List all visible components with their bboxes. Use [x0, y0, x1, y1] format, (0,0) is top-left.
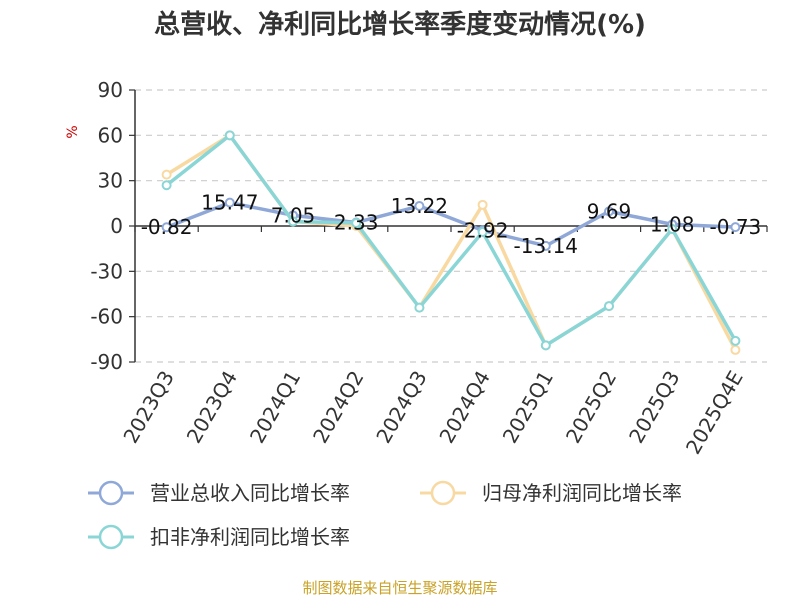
- y-tick-label: -30: [90, 259, 123, 283]
- data-label: 13.22: [391, 194, 448, 218]
- legend-marker: [98, 524, 124, 550]
- legend-item[interactable]: 营业总收入同比增长率: [88, 480, 350, 506]
- data-point: [161, 222, 172, 233]
- y-axis-unit: %: [65, 125, 81, 138]
- data-label: -0.82: [141, 215, 193, 239]
- legend-marker: [98, 480, 124, 506]
- data-labels: -0.82 15.47 7.05 2.33 13.22 -2.92-13.14 9.69 1.…: [141, 191, 762, 258]
- x-tick-label: 2025Q4E: [681, 367, 748, 459]
- legend-label: 营业总收入同比增长率: [150, 481, 350, 505]
- x-tick-label: 2024Q4: [434, 367, 494, 448]
- y-tick-label: -90: [90, 350, 123, 374]
- y-tick-label: 0: [110, 214, 123, 238]
- data-point: [730, 335, 741, 346]
- data-point: [161, 180, 172, 191]
- data-point: [477, 199, 488, 210]
- source-note: 制图数据来自恒生聚源数据库: [302, 579, 497, 597]
- legend-marker: [430, 480, 456, 506]
- data-point: [288, 216, 298, 227]
- data-label: 9.69: [587, 199, 632, 223]
- data-point: [730, 222, 741, 233]
- data-point: [224, 130, 235, 141]
- data-label: -13.14: [514, 234, 578, 258]
- x-tick-label: 2024Q2: [308, 367, 368, 448]
- data-point: [667, 224, 678, 235]
- chart-title: 总营收、净利同比增长率季度变动情况(%): [154, 9, 646, 40]
- series-line: [165, 200, 736, 248]
- x-tick-label: 2024Q3: [371, 367, 431, 448]
- y-tick-label: 30: [98, 169, 123, 193]
- data-label: -2.92: [457, 218, 509, 242]
- legend-label: 归母净利润同比增长率: [482, 481, 682, 505]
- x-tick-label: 2025Q3: [624, 367, 684, 448]
- data-label: 1.08: [650, 212, 695, 236]
- data-point: [477, 227, 488, 238]
- series-line: [165, 133, 737, 348]
- data-point: [540, 340, 551, 351]
- data-label: 15.47: [201, 191, 258, 215]
- data-point: [414, 302, 425, 313]
- data-point: [351, 217, 362, 228]
- data-point: [730, 344, 741, 355]
- data-point: [604, 301, 614, 312]
- data-label: -0.73: [710, 215, 762, 239]
- legend-label: 扣非净利润同比增长率: [150, 525, 350, 549]
- y-tick-label: -60: [90, 305, 123, 329]
- data-point: [161, 169, 172, 180]
- x-tick-label: 2024Q1: [245, 367, 305, 448]
- data-point: [414, 201, 425, 212]
- x-tick-label: 2023Q4: [182, 367, 242, 448]
- legend-item[interactable]: 归母净利润同比增长率: [420, 480, 682, 506]
- legend-item[interactable]: 扣非净利润同比增长率: [88, 524, 350, 550]
- data-point: [540, 240, 551, 251]
- y-tick-label: 60: [98, 123, 123, 147]
- x-tick-label: 2025Q1: [498, 367, 558, 448]
- y-tick-label: 90: [98, 78, 123, 102]
- series: [161, 130, 741, 355]
- data-point: [224, 197, 235, 208]
- data-point: [604, 206, 614, 217]
- data-label: 7.05: [271, 203, 316, 227]
- data-label: 2.33: [334, 210, 379, 234]
- x-tick-label: 2023Q3: [118, 367, 178, 448]
- x-tick-label: 2025Q2: [561, 367, 621, 448]
